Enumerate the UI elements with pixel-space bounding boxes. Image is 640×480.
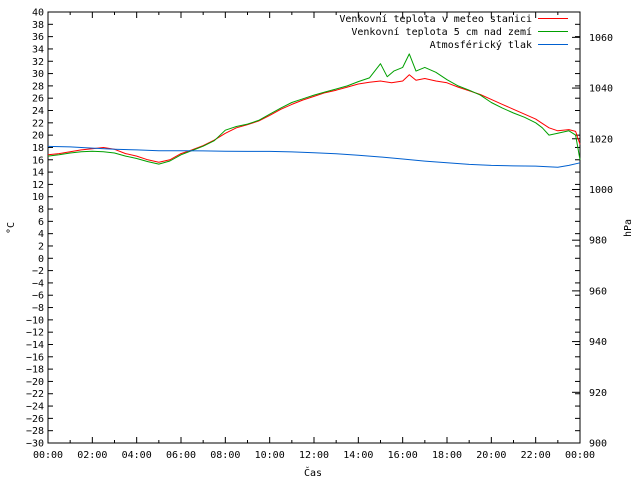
y-tick-label: 16 — [32, 155, 44, 166]
x-tick-label: 20:00 — [476, 450, 506, 461]
y-tick-label: −12 — [26, 328, 44, 339]
y-tick-label: −22 — [26, 389, 44, 400]
y-tick-label: 0 — [38, 254, 44, 265]
y-tick-label: −28 — [26, 426, 44, 437]
x-tick-label: 22:00 — [521, 450, 551, 461]
y-tick-label: 12 — [32, 180, 44, 191]
y-tick-label: −2 — [32, 266, 44, 277]
y2-tick-label: 920 — [589, 388, 607, 399]
series-layer — [47, 53, 581, 168]
y-tick-label: 40 — [32, 8, 44, 19]
x-tick-label: 14:00 — [343, 450, 373, 461]
y2-tick-label: 1040 — [589, 84, 613, 95]
plot-frame — [47, 11, 581, 444]
legend-entry-1: Venkovní teplota 5 cm nad zemí — [351, 26, 532, 38]
x-tick-label: 00:00 — [565, 450, 595, 461]
legend-entry-0: Venkovní teplota v meteo stanici — [339, 13, 532, 25]
x-tick-label: 06:00 — [166, 450, 196, 461]
y-tick-label: 2 — [38, 241, 44, 252]
x-axis-title: Čas — [304, 466, 322, 479]
series-line-1 — [47, 53, 581, 165]
y-tick-label: −6 — [32, 291, 44, 302]
x-tick-label: 04:00 — [122, 450, 152, 461]
x-tick-label: 02:00 — [77, 450, 107, 461]
y-tick-label: −14 — [26, 340, 44, 351]
x-tick-label: 16:00 — [388, 450, 418, 461]
y2-axis-title: hPa — [623, 219, 634, 237]
y-axis-title: °C — [6, 222, 17, 234]
axes-layer: 4038363432302826242220181614121086420−2−… — [26, 8, 613, 462]
x-tick-label: 00:00 — [33, 450, 63, 461]
y-tick-label: 10 — [32, 192, 44, 203]
y-tick-label: 38 — [32, 20, 44, 31]
y-tick-label: 28 — [32, 81, 44, 92]
y2-tick-label: 940 — [589, 337, 607, 348]
legend: Venkovní teplota v meteo staniciVenkovní… — [339, 13, 568, 51]
x-tick-label: 12:00 — [299, 450, 329, 461]
y-tick-label: 14 — [32, 168, 44, 179]
series-line-0 — [47, 74, 581, 163]
x-tick-label: 18:00 — [432, 450, 462, 461]
y-tick-label: 20 — [32, 131, 44, 142]
y-tick-label: 4 — [38, 229, 44, 240]
y-tick-label: −20 — [26, 377, 44, 388]
y-tick-label: −18 — [26, 365, 44, 376]
y-tick-label: 8 — [38, 205, 44, 216]
y-tick-label: 18 — [32, 143, 44, 154]
y2-tick-label: 1060 — [589, 33, 613, 44]
y-tick-label: −10 — [26, 315, 44, 326]
y-tick-label: −16 — [26, 352, 44, 363]
y-tick-label: 34 — [32, 44, 44, 55]
y2-tick-label: 960 — [589, 286, 607, 297]
x-tick-label: 08:00 — [210, 450, 240, 461]
y2-tick-label: 1000 — [589, 185, 613, 196]
y-tick-label: 6 — [38, 217, 44, 228]
y-tick-label: 26 — [32, 94, 44, 105]
y-tick-label: −8 — [32, 303, 44, 314]
y-tick-label: −24 — [26, 402, 44, 413]
series-line-2 — [47, 145, 581, 168]
x-tick-label: 10:00 — [255, 450, 285, 461]
y-tick-label: −4 — [32, 278, 44, 289]
y-tick-label: 22 — [32, 118, 44, 129]
legend-entry-2: Atmosférický tlak — [430, 39, 532, 51]
y-tick-label: 30 — [32, 69, 44, 80]
y2-tick-label: 980 — [589, 236, 607, 247]
y-tick-label: −30 — [26, 439, 44, 450]
y-tick-label: 36 — [32, 32, 44, 43]
y2-tick-label: 900 — [589, 439, 607, 450]
y-tick-label: 24 — [32, 106, 44, 117]
y-tick-label: −26 — [26, 414, 44, 425]
y2-tick-label: 1020 — [589, 134, 613, 145]
y-tick-label: 32 — [32, 57, 44, 68]
